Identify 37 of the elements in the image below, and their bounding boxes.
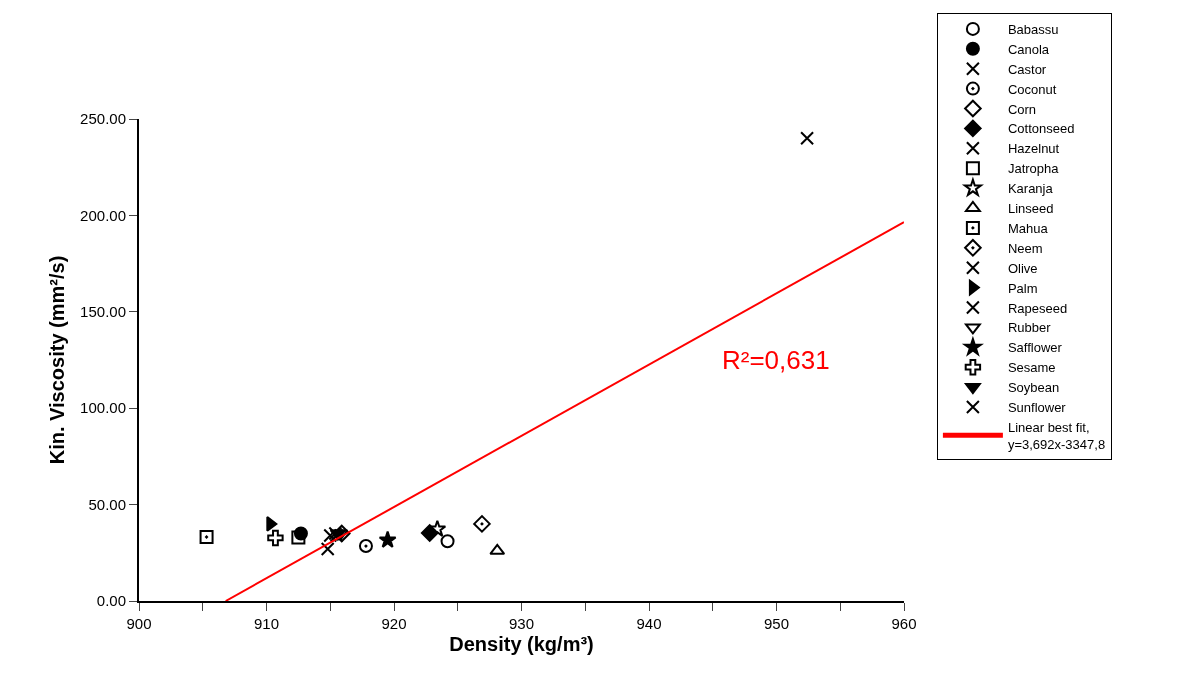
x-tick-label: 950 xyxy=(763,615,790,632)
x-tick-label: 900 xyxy=(126,615,152,632)
legend-label: Soybean xyxy=(1007,380,1060,396)
x-tick-label: 930 xyxy=(508,615,535,632)
legend-label: Hazelnut xyxy=(1007,141,1060,157)
legend-label: Corn xyxy=(1007,101,1037,117)
x-axis-title: Density (kg/m³) xyxy=(449,633,594,655)
y-tick-label: 200.00 xyxy=(80,206,126,224)
y-tick-label: 50.00 xyxy=(88,495,126,513)
x-tick-label: 910 xyxy=(253,615,280,632)
x-tick-label: 940 xyxy=(636,615,662,632)
legend-label: Neem xyxy=(1007,240,1043,256)
legend-label: Mahua xyxy=(1007,220,1049,236)
legend-label: Coconut xyxy=(1007,81,1057,97)
y-axis-title: Kin. Viscosity (mm²/s) xyxy=(46,255,69,465)
y-tick-label: 250.00 xyxy=(80,110,126,128)
legend-label: Karanja xyxy=(1007,181,1054,197)
legend-label: Rapeseed xyxy=(1007,300,1068,316)
legend-label: Sesame xyxy=(1007,360,1056,376)
y-tick-label: 100.00 xyxy=(80,399,126,417)
legend-label: Canola xyxy=(1007,41,1050,57)
y-tick-label: 150.00 xyxy=(80,303,126,321)
legend-label: Babassu xyxy=(1007,21,1059,37)
legend-label: Rubber xyxy=(1007,320,1052,336)
legend-label: Linear best fit, y=3,692x-3347,8 xyxy=(1007,419,1106,452)
x-tick-label: 960 xyxy=(891,615,917,632)
annotation: R²=0,631 xyxy=(722,345,830,375)
y-tick-label: 0.00 xyxy=(96,592,126,610)
x-tick-label: 920 xyxy=(381,615,407,632)
legend-label: Castor xyxy=(1007,61,1047,77)
legend-label: Jatropha xyxy=(1007,161,1060,177)
legend-label: Linseed xyxy=(1007,201,1054,217)
legend-label: Safflower xyxy=(1007,340,1063,356)
legend-label: Sunflower xyxy=(1007,400,1067,416)
legend-label: Palm xyxy=(1007,280,1038,296)
legend-label: Cottonseed xyxy=(1007,121,1075,137)
legend-label: Olive xyxy=(1007,260,1038,276)
